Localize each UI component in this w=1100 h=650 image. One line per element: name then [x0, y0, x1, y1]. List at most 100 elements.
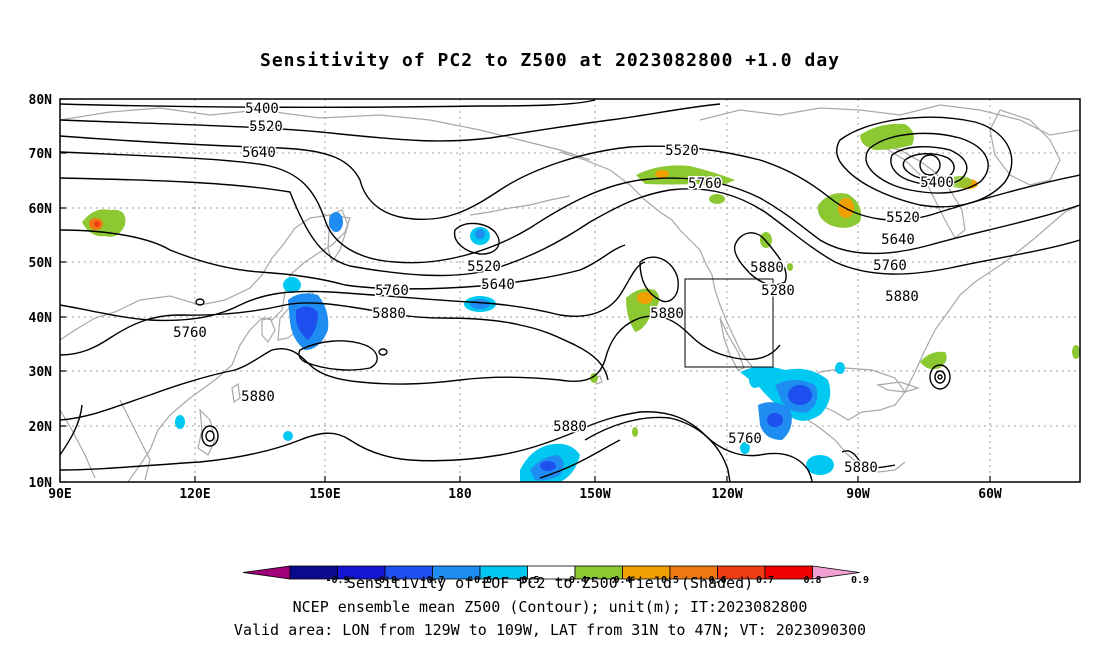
- sensitivity-shading: [82, 123, 1080, 482]
- contour-line: [934, 370, 946, 384]
- contour-label: 5760: [375, 283, 409, 299]
- contour-label: 5280: [761, 283, 795, 299]
- positive-patch: [82, 209, 126, 237]
- contour-label: 5880: [650, 306, 684, 322]
- negative-patch: [749, 372, 761, 388]
- contour-label: 5880: [241, 389, 275, 405]
- lat-label: 10N: [29, 476, 53, 491]
- contour-line: [298, 340, 378, 371]
- coast-siberia-north: [60, 107, 591, 161]
- positive-core: [94, 221, 100, 227]
- contour-line: [60, 411, 813, 482]
- contour-line: [929, 364, 951, 390]
- positive-patch: [860, 123, 914, 150]
- caption-valid-area: Valid area: LON from 129W to 109W, LAT f…: [233, 621, 867, 639]
- contour-line: [60, 229, 626, 290]
- colorbar-tick-label: 0.6: [708, 575, 726, 586]
- lon-label: 150W: [579, 487, 610, 502]
- contour-label: 5520: [249, 119, 283, 135]
- contour-line: [60, 261, 646, 322]
- colorbar-tick-label: -0.8: [373, 575, 397, 586]
- contour-line: [205, 430, 215, 442]
- colorbar-tick-label: -0.5: [515, 575, 539, 586]
- lon-label: 120W: [711, 487, 742, 502]
- contour-line: [378, 348, 388, 356]
- contour-line: [453, 222, 500, 255]
- chart-title: Sensitivity of PC2 to Z500 at 2023082800…: [259, 50, 840, 71]
- lat-label: 40N: [29, 311, 53, 326]
- tick-marks: [59, 98, 991, 483]
- z500-contours: [60, 99, 1080, 482]
- lon-label: 60W: [978, 487, 1002, 502]
- contour-line: [60, 99, 596, 109]
- valid-area-box: [684, 278, 774, 368]
- graticule: [60, 99, 1080, 482]
- colorbar-tick-label: -0.7: [420, 575, 444, 586]
- coast-cuba: [875, 381, 920, 393]
- contour-line: [60, 315, 781, 421]
- axis-labels: 80N 70N 60N 50N 40N 30N 20N 10N 90E 120E…: [29, 93, 1002, 502]
- lat-label: 50N: [29, 256, 53, 271]
- contour-line: [60, 103, 721, 142]
- lat-label: 30N: [29, 365, 53, 380]
- contour-line: [836, 116, 1013, 208]
- negative-patch: [175, 415, 185, 429]
- negative-patch: [283, 277, 301, 293]
- positive-patch: [948, 176, 972, 188]
- positive-core: [655, 170, 669, 178]
- map-frame: [59, 98, 1081, 483]
- colorbar-tick-label: -0.6: [468, 575, 492, 586]
- lat-label: 70N: [29, 147, 53, 162]
- contour-line: [639, 256, 679, 303]
- contour-line: [841, 450, 896, 469]
- contour-label: 5880: [372, 306, 406, 322]
- positive-patch: [1072, 345, 1080, 359]
- contour-label: 5640: [481, 277, 515, 293]
- coast-asia: [60, 214, 351, 482]
- contour-line: [584, 416, 731, 482]
- contour-label: 5640: [881, 232, 915, 248]
- coast-indochina: [119, 399, 151, 481]
- colorbar-tick-label: 0.5: [661, 575, 679, 586]
- contour-label: 5880: [844, 460, 878, 476]
- negative-patch: [470, 299, 490, 309]
- contour-line: [865, 132, 989, 194]
- negative-patch: [740, 442, 750, 454]
- coast-us-east: [904, 204, 1080, 393]
- coast-kamchatka: [327, 209, 349, 264]
- negative-patch: [540, 461, 556, 471]
- lat-label: 60N: [29, 202, 53, 217]
- lon-label: 90W: [846, 487, 870, 502]
- lon-label: 180: [448, 487, 472, 502]
- contour-label: 5880: [885, 289, 919, 305]
- coast-greenland: [989, 109, 1061, 186]
- caption-shaded: Sensitivity of EOF PC2 to Z500 field (Sh…: [346, 574, 754, 592]
- contour-line: [201, 425, 219, 447]
- positive-core: [637, 292, 653, 304]
- contour-label: 5520: [886, 210, 920, 226]
- coast-korea: [261, 317, 276, 344]
- lat-label: 20N: [29, 420, 53, 435]
- lon-label: 120E: [179, 487, 210, 502]
- contour-label: 5880: [553, 419, 587, 435]
- negative-patch: [788, 385, 812, 405]
- contour-label: 5760: [728, 431, 762, 447]
- colorbar-tick-label: 0.4: [613, 575, 631, 586]
- contour-label: 5400: [920, 175, 954, 191]
- contour-label: 5520: [467, 259, 501, 275]
- positive-patch: [632, 427, 638, 437]
- negative-patch: [329, 212, 343, 232]
- negative-patch: [296, 306, 318, 340]
- colorbar-arrow-right: [812, 565, 860, 580]
- positive-patch: [920, 351, 947, 370]
- coast-taiwan: [231, 382, 241, 404]
- positive-patch: [709, 194, 725, 204]
- contour-label: 5760: [873, 258, 907, 274]
- colorbar: -0.9 -0.8 -0.7 -0.6 -0.5 -0.4 0.4 0.5 0.6 0.7 0.8 0…: [242, 565, 869, 586]
- contour-label: 5880: [750, 260, 784, 276]
- contour-label: 5520: [665, 143, 699, 159]
- contour-line: [60, 135, 1080, 221]
- lat-label: 80N: [29, 93, 53, 108]
- contour-line: [937, 374, 943, 380]
- contour-label: 5400: [245, 101, 279, 117]
